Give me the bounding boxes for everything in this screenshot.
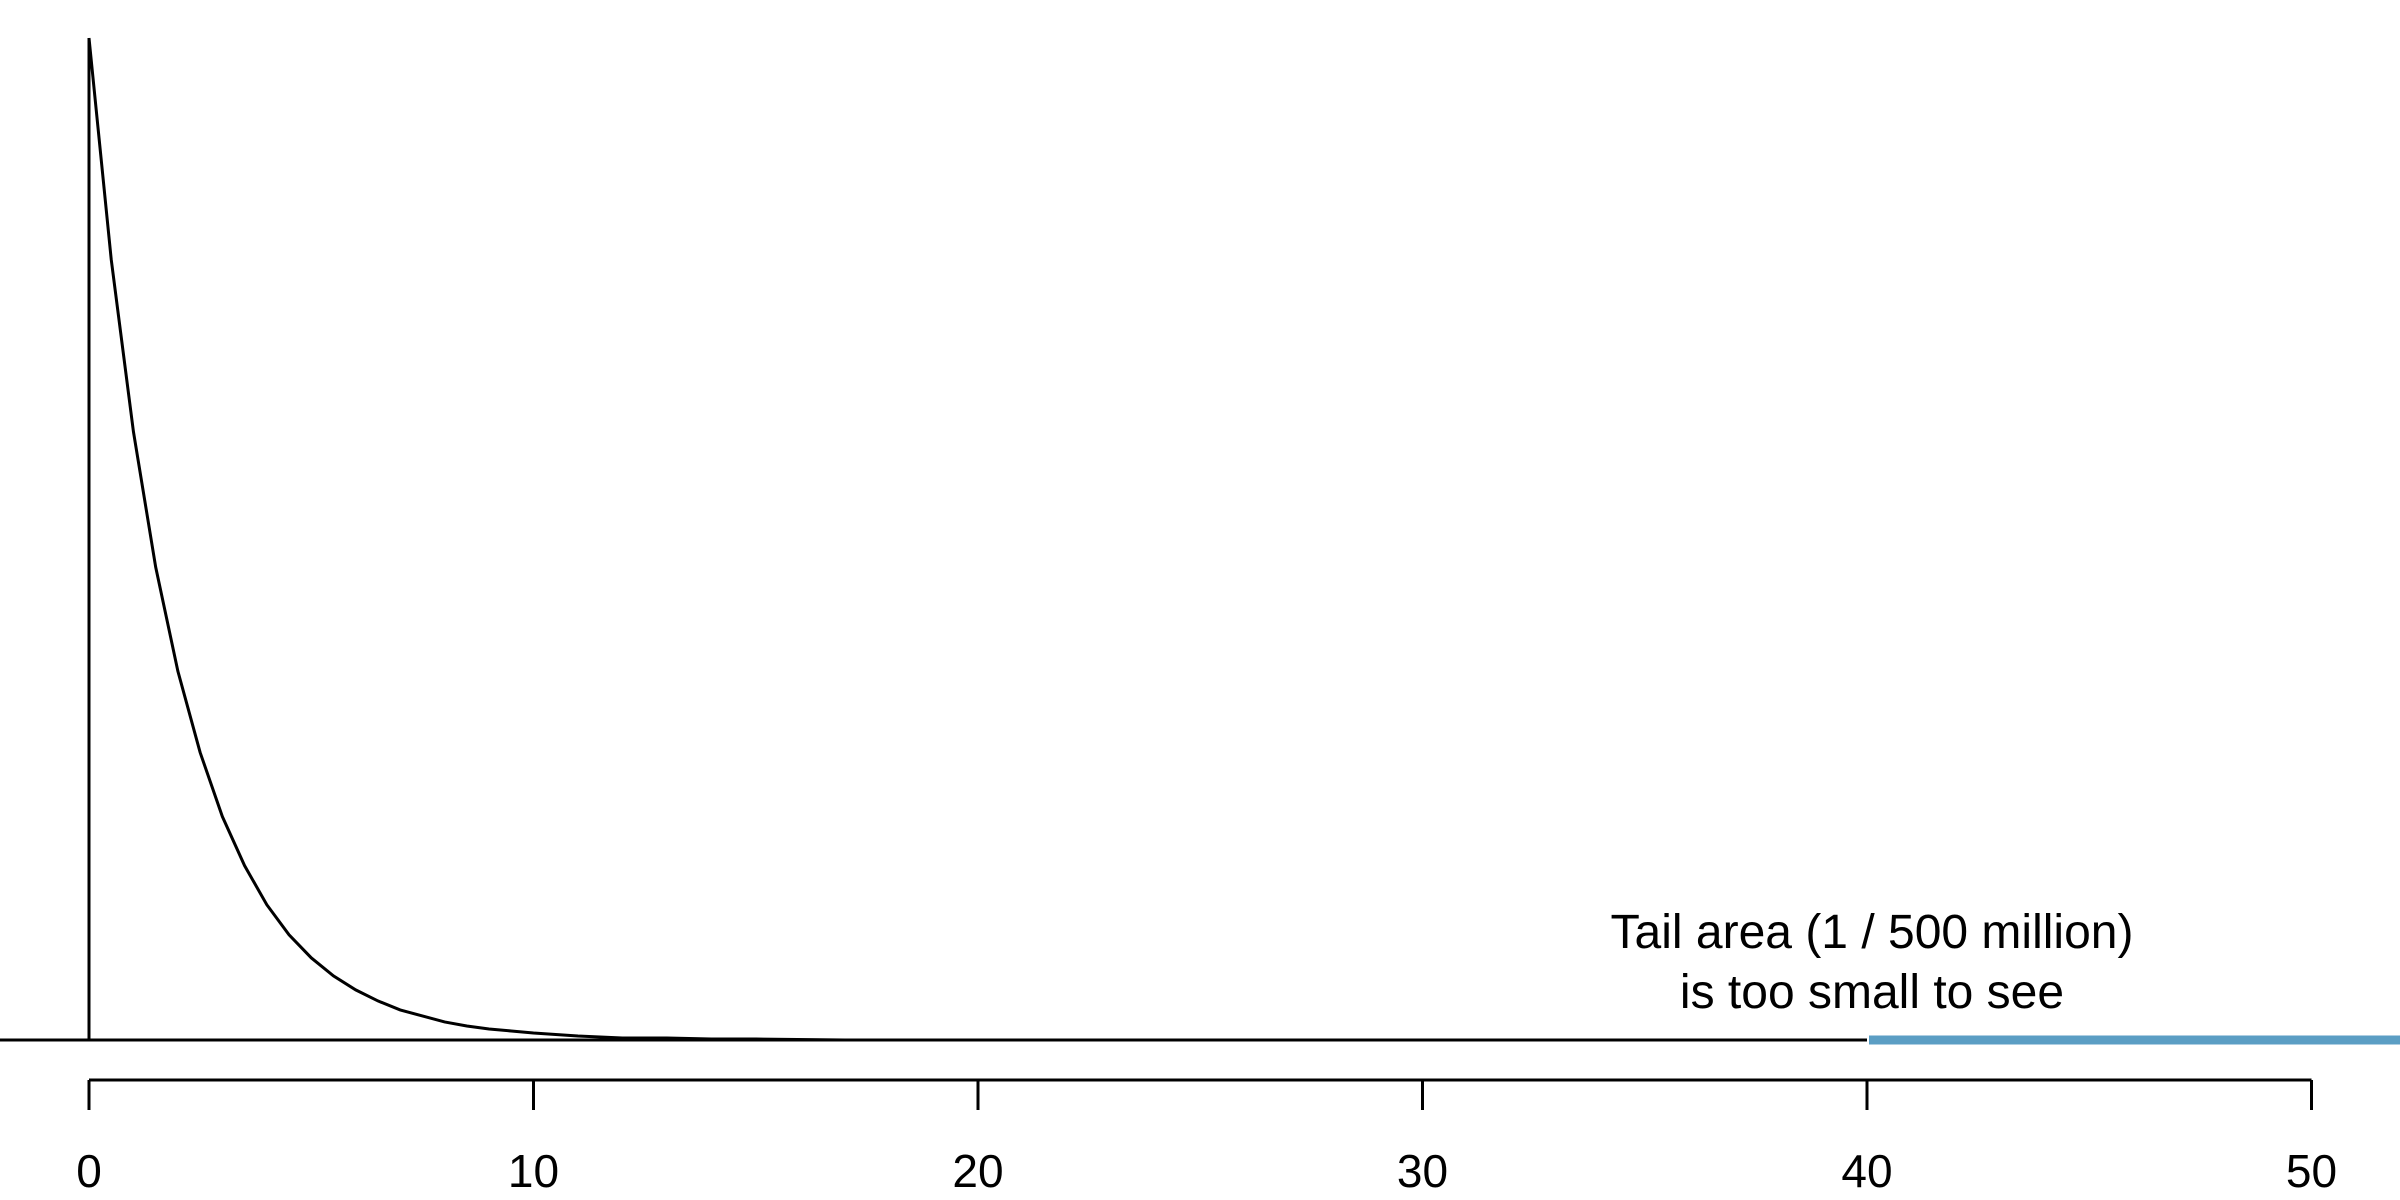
x-tick-label-40: 40 [1841, 1145, 1892, 1197]
plot-area [0, 37, 2400, 1045]
x-tick-label-0: 0 [76, 1145, 102, 1197]
x-tick-label-30: 30 [1397, 1145, 1448, 1197]
annotation-line-2: is too small to see [1680, 966, 2064, 1019]
x-tick-label-20: 20 [952, 1145, 1003, 1197]
density-curve [87, 37, 1867, 1042]
annotation-line-1: Tail area (1 / 500 million) [1611, 906, 2134, 959]
x-tick-label-50: 50 [2286, 1145, 2337, 1197]
x-axis: 0 10 20 30 40 50 [76, 1078, 2337, 1197]
x-tick-label-10: 10 [508, 1145, 559, 1197]
